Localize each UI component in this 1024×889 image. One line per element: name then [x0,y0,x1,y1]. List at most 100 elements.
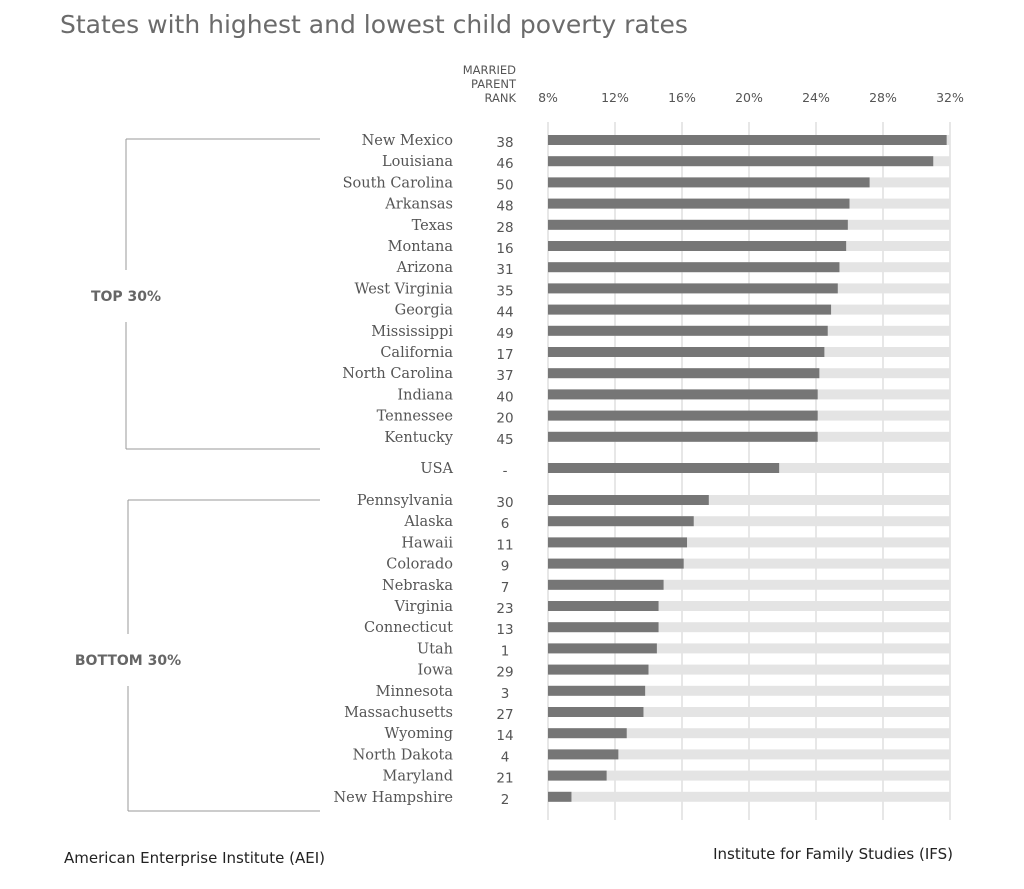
rank-label: 48 [496,199,513,215]
rank-label: 31 [496,262,513,278]
bar-track [548,643,950,654]
bar [548,283,838,294]
state-label: Arkansas [384,197,453,213]
bar-track [548,791,950,802]
rank-label: 11 [496,537,513,553]
x-tick-label: 28% [869,90,897,105]
bar [548,262,840,273]
state-label: West Virginia [354,281,453,297]
state-label: Massachusetts [344,705,453,721]
rank-label: 17 [496,347,513,363]
bar [548,791,572,802]
bar [548,537,688,548]
state-label: California [380,345,453,361]
bar [548,601,659,611]
rank-label: 7 [501,580,510,596]
bar [548,368,820,379]
rank-label: 4 [501,749,510,765]
state-label: Colorado [386,557,453,573]
group-brackets: TOP 30% BOTTOM 30% [75,138,320,812]
bar [548,770,607,781]
bar [548,664,649,675]
bar [548,347,825,357]
bar [548,728,627,739]
rank-label: 28 [496,220,513,236]
bars [548,135,950,802]
bar-track [548,728,950,739]
bar [548,410,818,421]
state-label: Wyoming [384,726,453,742]
state-label: South Carolina [343,175,454,191]
state-label: Montana [388,239,454,255]
rank-header-line-3: RANK [484,91,516,105]
state-label: Virginia [394,599,454,615]
bar [548,219,848,230]
state-label: North Dakota [353,747,454,763]
state-label: Tennessee [377,409,453,425]
bar [548,749,619,760]
rank-label: 45 [496,432,513,448]
footer-left-source: American Enterprise Institute (AEI) [64,849,325,867]
bar-track [548,601,950,611]
state-label: Maryland [382,769,453,785]
rank-label: 37 [496,368,513,384]
bar [548,304,832,315]
bar [548,622,659,633]
rank-label: 30 [496,495,513,511]
state-label: Indiana [397,387,453,403]
bar-track [548,622,950,633]
bar-track [548,537,950,548]
x-axis-ticks: 8% 12% 16% 20% 24% 28% 32% [538,90,964,105]
bar [548,177,870,188]
rank-label: 44 [496,305,513,321]
x-tick-label: 12% [601,90,629,105]
chart-title: States with highest and lowest child pov… [60,10,688,39]
bar [548,707,644,717]
rank-label: 6 [501,516,510,532]
bar [548,431,818,442]
rank-label: 23 [496,601,513,617]
rank-label: 46 [496,156,513,172]
rank-label: 2 [501,792,510,808]
state-label: Mississippi [371,324,453,340]
rank-label: 14 [496,728,513,744]
bar-track [548,495,950,505]
bar [548,463,780,473]
bar [548,156,934,167]
bar [548,558,684,569]
x-tick-label: 32% [936,90,964,105]
state-label: Kentucky [384,430,453,446]
state-label: Arizona [396,260,454,276]
rank-label: 38 [496,135,513,151]
state-label: North Carolina [342,366,453,382]
state-label: Alaska [403,514,453,530]
rank-label: 13 [496,622,513,638]
rank-header-line-2: PARENT [471,77,517,91]
bar-track [548,685,950,696]
state-label: Connecticut [364,620,453,636]
bar [548,516,694,527]
bar [548,685,646,696]
x-tick-label: 16% [668,90,696,105]
state-label: New Hampshire [333,790,453,806]
bar [548,135,947,145]
bar-track [548,516,950,527]
rank-label: 50 [496,177,513,193]
rank-label: 9 [501,559,510,575]
state-label: Hawaii [401,535,453,551]
bar [548,643,657,654]
bar [548,198,850,209]
state-label: Nebraska [382,578,453,594]
bar-track [548,707,950,717]
rank-label: 29 [496,665,513,681]
rank-label: 40 [496,389,513,405]
state-label: Utah [417,641,453,657]
rank-header-line-1: MARRIED [463,63,516,77]
bar [548,495,709,505]
x-tick-label: 24% [802,90,830,105]
state-label: Iowa [417,663,453,679]
state-label: Pennsylvania [357,493,453,509]
state-label: New Mexico [362,133,453,149]
